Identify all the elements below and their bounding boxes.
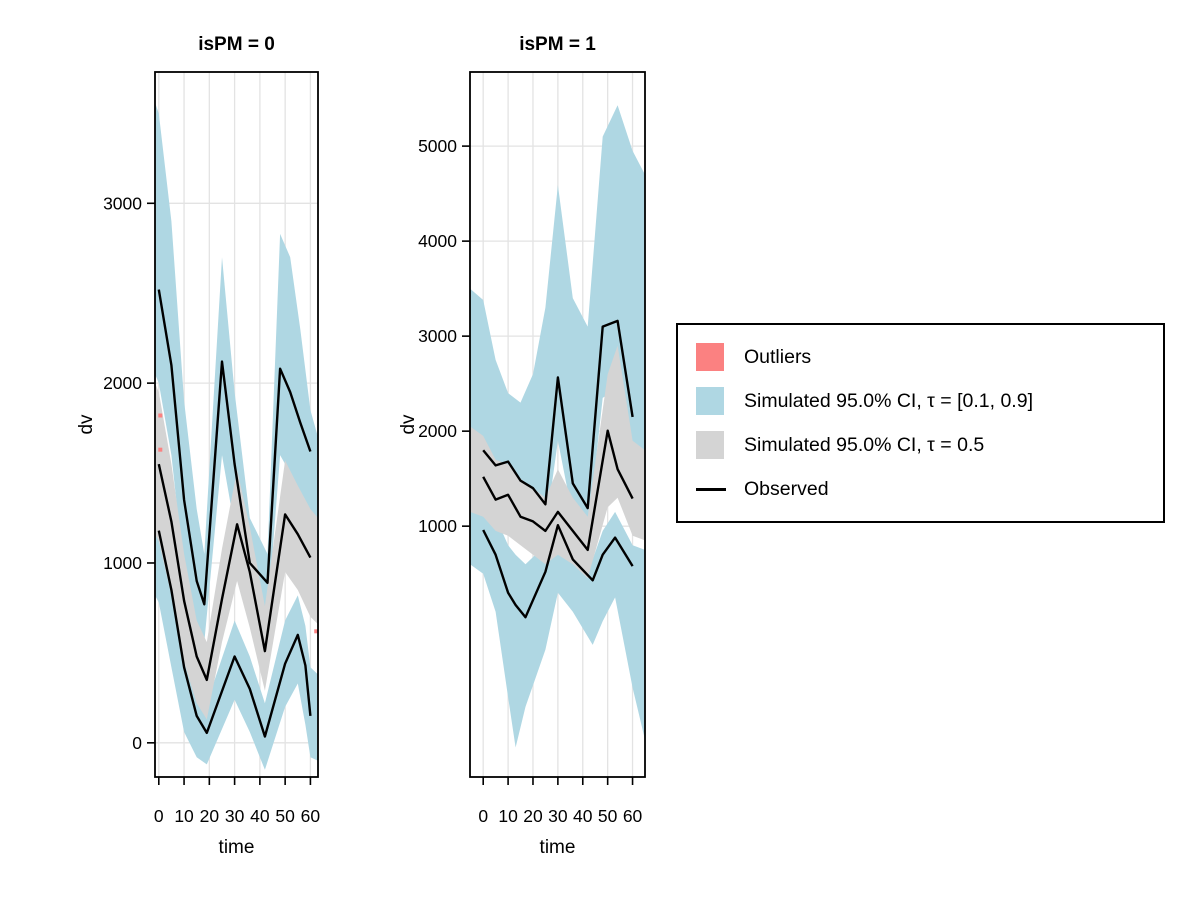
line-observed-q10 bbox=[157, 530, 312, 738]
y-tick-label: 0 bbox=[132, 733, 142, 753]
facet-title: isPM = 0 bbox=[198, 34, 275, 55]
legend-item-2: Simulated 95.0% CI, τ = 0.5 bbox=[696, 423, 1145, 467]
legend-item-3: Observed bbox=[696, 467, 1145, 511]
legend-item-label: Simulated 95.0% CI, τ = 0.5 bbox=[744, 433, 985, 456]
y-tick-label: 5000 bbox=[418, 136, 457, 156]
x-tick-label: 20 bbox=[200, 806, 220, 826]
x-tick-label: 50 bbox=[598, 806, 618, 826]
legend-item-label: Simulated 95.0% CI, τ = [0.1, 0.9] bbox=[744, 389, 1033, 412]
y-axis-title: dv bbox=[398, 414, 419, 435]
legend-swatch-box bbox=[696, 387, 724, 415]
band-ci-tau-0.9 bbox=[155, 102, 318, 643]
band-ci-tau-0.9 bbox=[470, 105, 645, 536]
line-observed-q50 bbox=[157, 463, 312, 682]
x-tick-label: 60 bbox=[301, 806, 321, 826]
facet-title: isPM = 1 bbox=[519, 34, 596, 55]
y-tick-label: 2000 bbox=[418, 421, 457, 441]
legend-item-label: Outliers bbox=[744, 345, 812, 368]
x-tick-label: 30 bbox=[548, 806, 568, 826]
x-tick-label: 40 bbox=[573, 806, 593, 826]
panel-border bbox=[154, 71, 319, 778]
y-tick-label: 1000 bbox=[418, 516, 457, 536]
y-tick-label: 2000 bbox=[103, 373, 142, 393]
band-ci-tau-0.5 bbox=[155, 383, 318, 720]
y-tick-label: 4000 bbox=[418, 231, 457, 251]
x-tick-label: 0 bbox=[478, 806, 488, 826]
band-ci-tau-0.5 bbox=[470, 345, 645, 579]
legend-swatch-box bbox=[696, 431, 724, 459]
x-tick-label: 40 bbox=[250, 806, 270, 826]
x-axis-title: time bbox=[219, 837, 255, 858]
x-axis-title: time bbox=[540, 837, 576, 858]
x-tick-label: 60 bbox=[623, 806, 643, 826]
legend-item-0: Outliers bbox=[696, 335, 1145, 379]
line-observed-q90 bbox=[482, 319, 634, 510]
line-observed-q90 bbox=[157, 289, 312, 606]
x-tick-label: 20 bbox=[523, 806, 543, 826]
legend-item-label: Observed bbox=[744, 477, 829, 500]
legend-swatch-line bbox=[696, 487, 726, 491]
outlier-point bbox=[314, 629, 318, 634]
line-observed-q50 bbox=[482, 429, 634, 552]
x-tick-label: 30 bbox=[225, 806, 245, 826]
x-tick-label: 50 bbox=[275, 806, 295, 826]
line-observed-q10 bbox=[482, 524, 634, 619]
y-tick-label: 3000 bbox=[418, 326, 457, 346]
y-tick-label: 1000 bbox=[103, 553, 142, 573]
legend-swatch-box bbox=[696, 343, 724, 371]
y-tick-label: 3000 bbox=[103, 193, 142, 213]
x-tick-label: 0 bbox=[154, 806, 164, 826]
y-axis-title: dv bbox=[76, 414, 97, 435]
outlier-point bbox=[158, 413, 163, 418]
x-tick-label: 10 bbox=[174, 806, 194, 826]
outlier-point bbox=[158, 447, 163, 452]
x-tick-label: 10 bbox=[498, 806, 518, 826]
legend-item-1: Simulated 95.0% CI, τ = [0.1, 0.9] bbox=[696, 379, 1145, 423]
legend: Outliers Simulated 95.0% CI, τ = [0.1, 0.… bbox=[676, 323, 1165, 523]
